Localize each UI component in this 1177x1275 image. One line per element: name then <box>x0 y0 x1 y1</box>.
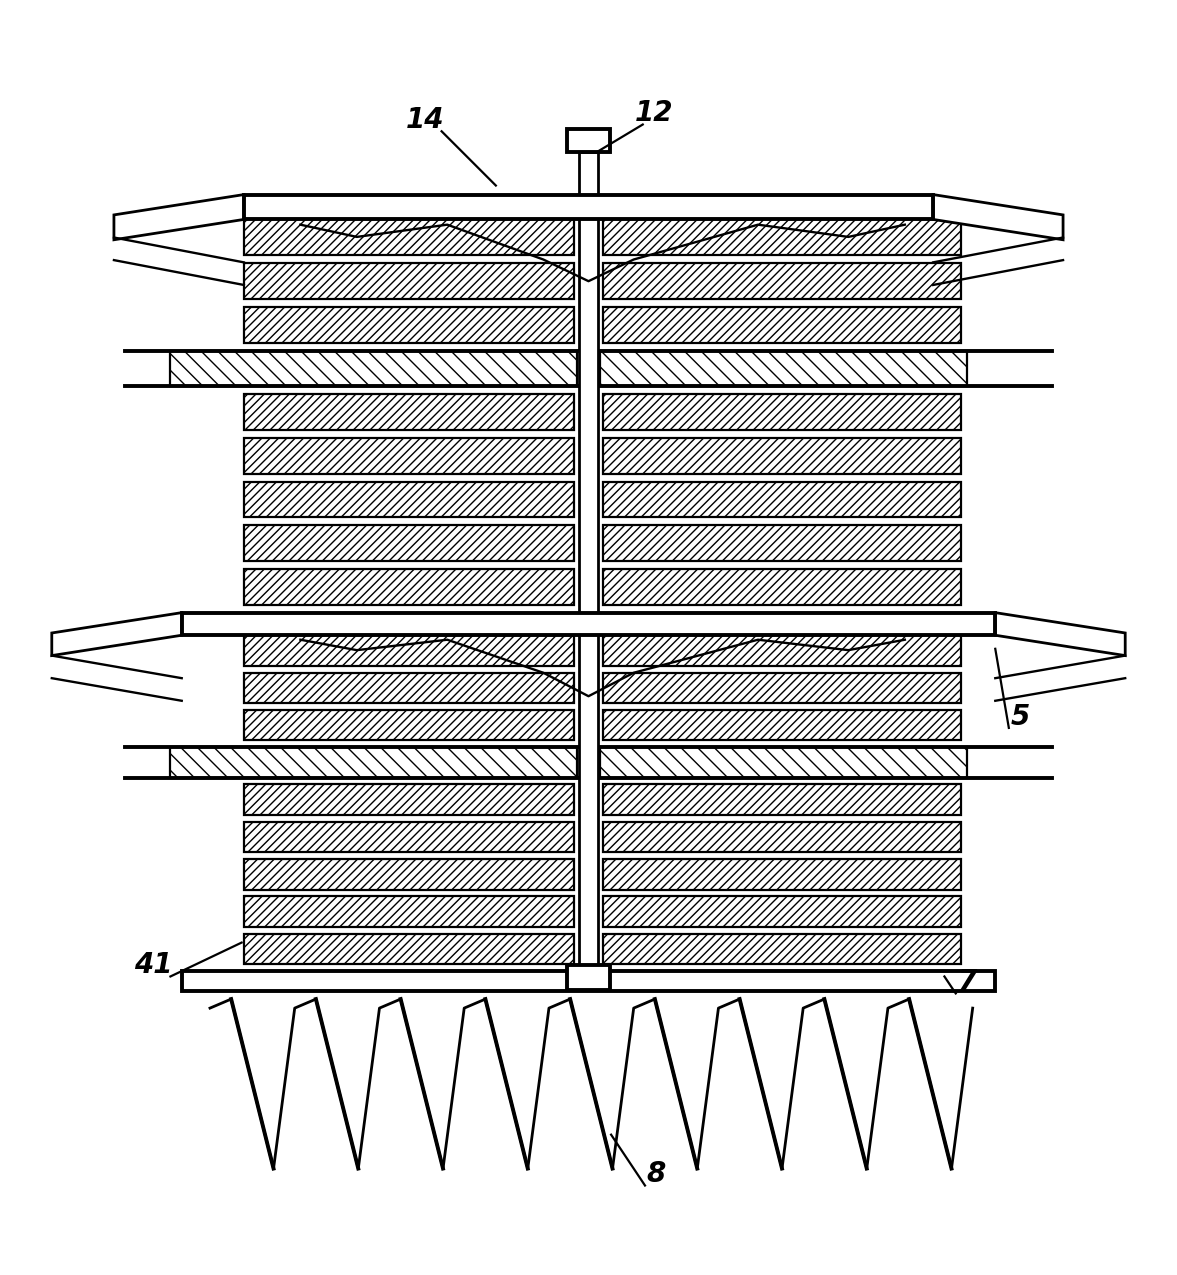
Bar <box>603 263 962 298</box>
Bar <box>181 613 996 635</box>
Bar <box>244 710 574 741</box>
Polygon shape <box>996 613 1125 655</box>
Bar <box>567 965 610 989</box>
Bar <box>600 747 967 778</box>
Bar <box>603 307 962 343</box>
Bar <box>244 672 574 703</box>
Text: 14: 14 <box>405 106 444 134</box>
Bar <box>579 152 598 988</box>
Bar <box>244 525 574 561</box>
Text: 7: 7 <box>957 968 977 996</box>
Bar <box>171 351 577 386</box>
Bar <box>181 970 996 991</box>
Bar <box>603 394 962 430</box>
Bar <box>603 896 962 927</box>
Bar <box>244 482 574 518</box>
Bar <box>603 784 962 815</box>
Bar <box>244 307 574 343</box>
Polygon shape <box>114 195 244 240</box>
Bar <box>603 821 962 852</box>
Bar <box>244 437 574 474</box>
Bar <box>171 747 577 778</box>
Bar <box>603 710 962 741</box>
Text: 12: 12 <box>634 99 673 128</box>
Bar <box>600 351 967 386</box>
Bar <box>603 482 962 518</box>
Text: 41: 41 <box>134 951 173 979</box>
Bar <box>244 219 574 255</box>
Bar <box>244 784 574 815</box>
Bar <box>603 569 962 604</box>
Bar <box>603 525 962 561</box>
Bar <box>244 394 574 430</box>
Bar <box>244 821 574 852</box>
Text: 8: 8 <box>646 1160 666 1188</box>
Bar <box>244 195 933 219</box>
Bar <box>603 672 962 703</box>
Bar <box>567 129 610 152</box>
Bar <box>603 437 962 474</box>
Bar <box>603 635 962 666</box>
Bar <box>244 569 574 604</box>
Polygon shape <box>52 613 181 655</box>
Bar <box>244 263 574 298</box>
Bar <box>244 635 574 666</box>
Bar <box>244 896 574 927</box>
Bar <box>603 219 962 255</box>
Text: 5: 5 <box>1011 703 1030 731</box>
Bar <box>603 859 962 890</box>
Bar <box>603 933 962 964</box>
Polygon shape <box>933 195 1063 240</box>
Bar <box>244 933 574 964</box>
Bar <box>244 859 574 890</box>
